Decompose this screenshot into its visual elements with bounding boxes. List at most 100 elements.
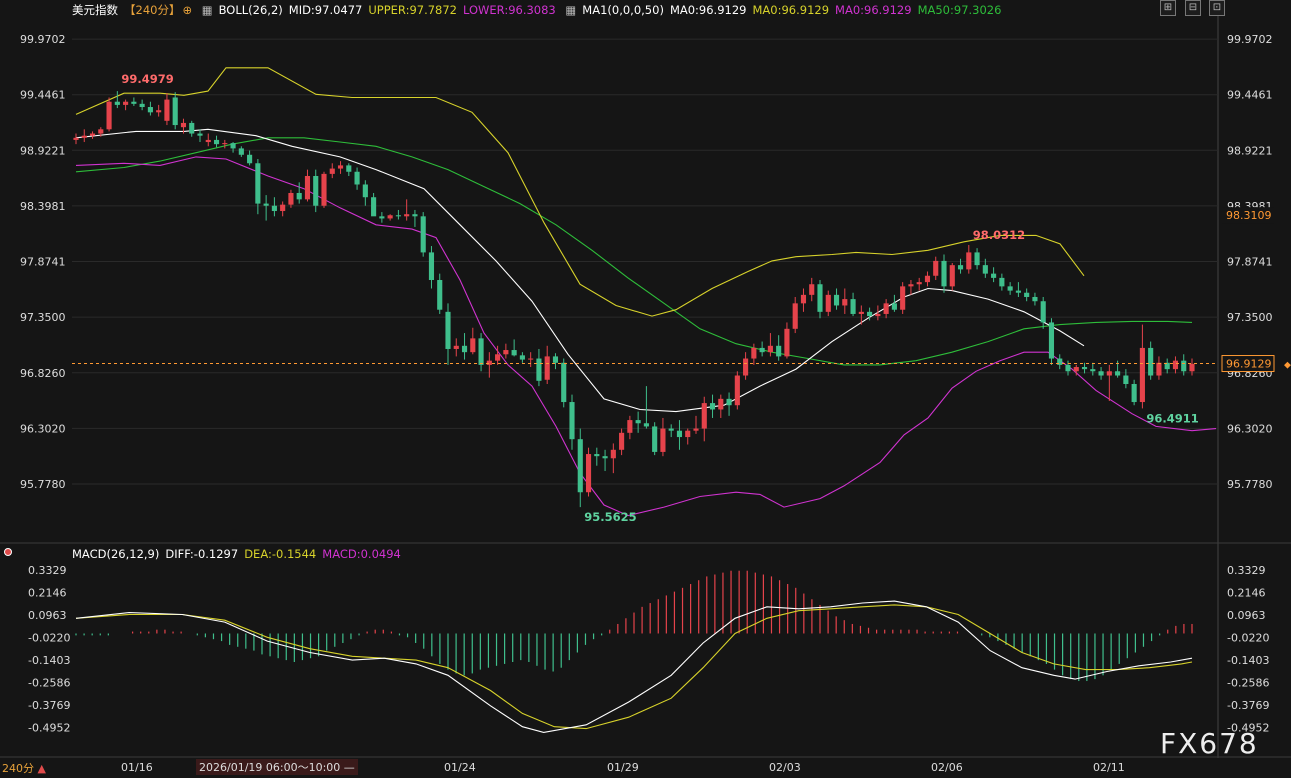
- macd-y-tick-label-right: -0.1403: [1227, 654, 1269, 667]
- x-tick-label: 01/16: [121, 761, 153, 774]
- current-price-tag: [1221, 355, 1275, 373]
- candle-body: [304, 176, 311, 200]
- candle-body: [891, 303, 897, 310]
- y-tick-label-right: 99.9702: [1227, 33, 1273, 46]
- candle-body: [900, 286, 906, 310]
- macd-dea-line: [75, 604, 1193, 730]
- y-tick-label-left: 99.4461: [20, 89, 66, 102]
- candle-body: [693, 428, 699, 431]
- toolbar-button-2[interactable]: ⊟: [1185, 0, 1201, 16]
- y-tick-label-left: 96.8260: [20, 367, 66, 380]
- candle-body: [1172, 360, 1179, 370]
- candle-body: [73, 137, 79, 140]
- candle-body: [619, 432, 625, 450]
- candle-body: [957, 265, 964, 270]
- period-label[interactable]: 【240分】: [124, 3, 181, 17]
- candle-body: [156, 110, 162, 113]
- candle-body: [197, 133, 203, 136]
- price-annotation-high: 99.4979: [121, 72, 173, 86]
- toolbar-button-1[interactable]: ⊞: [1160, 0, 1176, 16]
- candle-body: [445, 311, 451, 349]
- candle-body: [552, 356, 559, 363]
- candle-body: [1123, 375, 1129, 384]
- y-tick-label-left: 99.9702: [20, 33, 66, 46]
- candle-body: [1156, 362, 1162, 376]
- price-annotation-high: 98.0312: [973, 228, 1025, 242]
- candle-body: [461, 345, 468, 353]
- candle-body: [1148, 347, 1154, 376]
- candle-body: [263, 203, 269, 206]
- candle-body: [842, 299, 848, 306]
- candle-body: [709, 403, 716, 410]
- candle-body: [833, 294, 840, 306]
- candle-body: [1115, 371, 1121, 376]
- grid-icon[interactable]: ▦: [201, 3, 213, 17]
- ma50-label: MA50:97.3026: [917, 3, 1002, 17]
- candle-body: [230, 143, 236, 149]
- candle-body: [98, 129, 104, 134]
- ma0-magenta: MA0:96.9129: [835, 3, 912, 17]
- macd-y-tick-label-left: -0.1403: [28, 654, 70, 667]
- candle-body: [337, 165, 344, 169]
- candle-body: [759, 347, 765, 353]
- candle-body: [610, 449, 616, 459]
- macd-y-tick-label-right: 0.3329: [1227, 564, 1266, 577]
- candle-body: [346, 165, 352, 172]
- candle-body: [908, 284, 914, 287]
- y-tick-label-left: 97.3500: [20, 311, 66, 324]
- candle-body: [213, 139, 220, 145]
- candle-body: [949, 265, 955, 287]
- candle-body: [1024, 292, 1030, 297]
- candle-body: [577, 439, 583, 493]
- candle-body: [743, 358, 749, 376]
- candle-body: [528, 358, 534, 360]
- macd-y-tick-label-left: -0.3769: [28, 699, 70, 712]
- y-tick-label-right: 95.7780: [1227, 478, 1273, 491]
- x-tick-label: 01/24: [444, 761, 476, 774]
- crosshair-date-range: 2026/01/19 06:00～10:00 —: [196, 759, 358, 775]
- grid-icon[interactable]: ▦: [565, 3, 577, 17]
- candle-body: [247, 154, 253, 164]
- right-price-tag: [1222, 207, 1274, 224]
- toolbar-button-3[interactable]: ⊡: [1209, 0, 1225, 16]
- period-selector[interactable]: 240分 ▲: [2, 760, 46, 776]
- candle-body: [660, 428, 666, 452]
- macd-y-tick-label-left: -0.2586: [28, 677, 70, 690]
- candle-body: [412, 214, 418, 217]
- candle-body: [933, 260, 939, 276]
- candle-body: [114, 101, 120, 105]
- candle-body: [420, 216, 426, 253]
- candle-body: [1189, 363, 1195, 372]
- x-tick-label: 02/11: [1093, 761, 1125, 774]
- candle-body: [635, 420, 641, 424]
- candle-body: [602, 456, 608, 459]
- macd-y-tick-label-right: -0.4952: [1227, 722, 1269, 735]
- ma50-line: [75, 137, 1193, 366]
- y-tick-label-right: 98.9221: [1227, 144, 1273, 157]
- macd-y-tick-label-left: 0.3329: [28, 564, 67, 577]
- candle-body: [271, 205, 277, 212]
- y-tick-label-right: 96.3020: [1227, 422, 1273, 435]
- macd-y-tick-label-right: -0.3769: [1227, 699, 1269, 712]
- candle-body: [1015, 290, 1021, 293]
- candle-body: [676, 430, 683, 438]
- candle-body: [329, 168, 335, 174]
- candle-body: [147, 107, 153, 113]
- candle-body: [850, 299, 856, 314]
- macd-y-tick-label-right: -0.2586: [1227, 677, 1269, 690]
- candle-body: [643, 423, 649, 427]
- y-tick-label-left: 98.3981: [20, 200, 66, 213]
- price-annotation-low: 95.5625: [584, 510, 636, 524]
- candle-body: [701, 403, 707, 429]
- plus-circle-icon[interactable]: ⊕: [182, 3, 193, 17]
- candle-body: [255, 163, 261, 204]
- candle-body: [1057, 358, 1063, 365]
- candle-body: [189, 122, 195, 134]
- candle-body: [1007, 286, 1013, 291]
- candle-body: [288, 192, 294, 205]
- candle-body: [519, 355, 525, 360]
- signal-dot-icon[interactable]: [4, 548, 12, 556]
- ma0-yellow: MA0:96.9129: [752, 3, 830, 17]
- candle-body: [941, 260, 947, 287]
- chart-header: 美元指数 【240分】 ⊕ ▦ BOLL(26,2) MID:97.0477 UPPER:…: [72, 2, 1007, 18]
